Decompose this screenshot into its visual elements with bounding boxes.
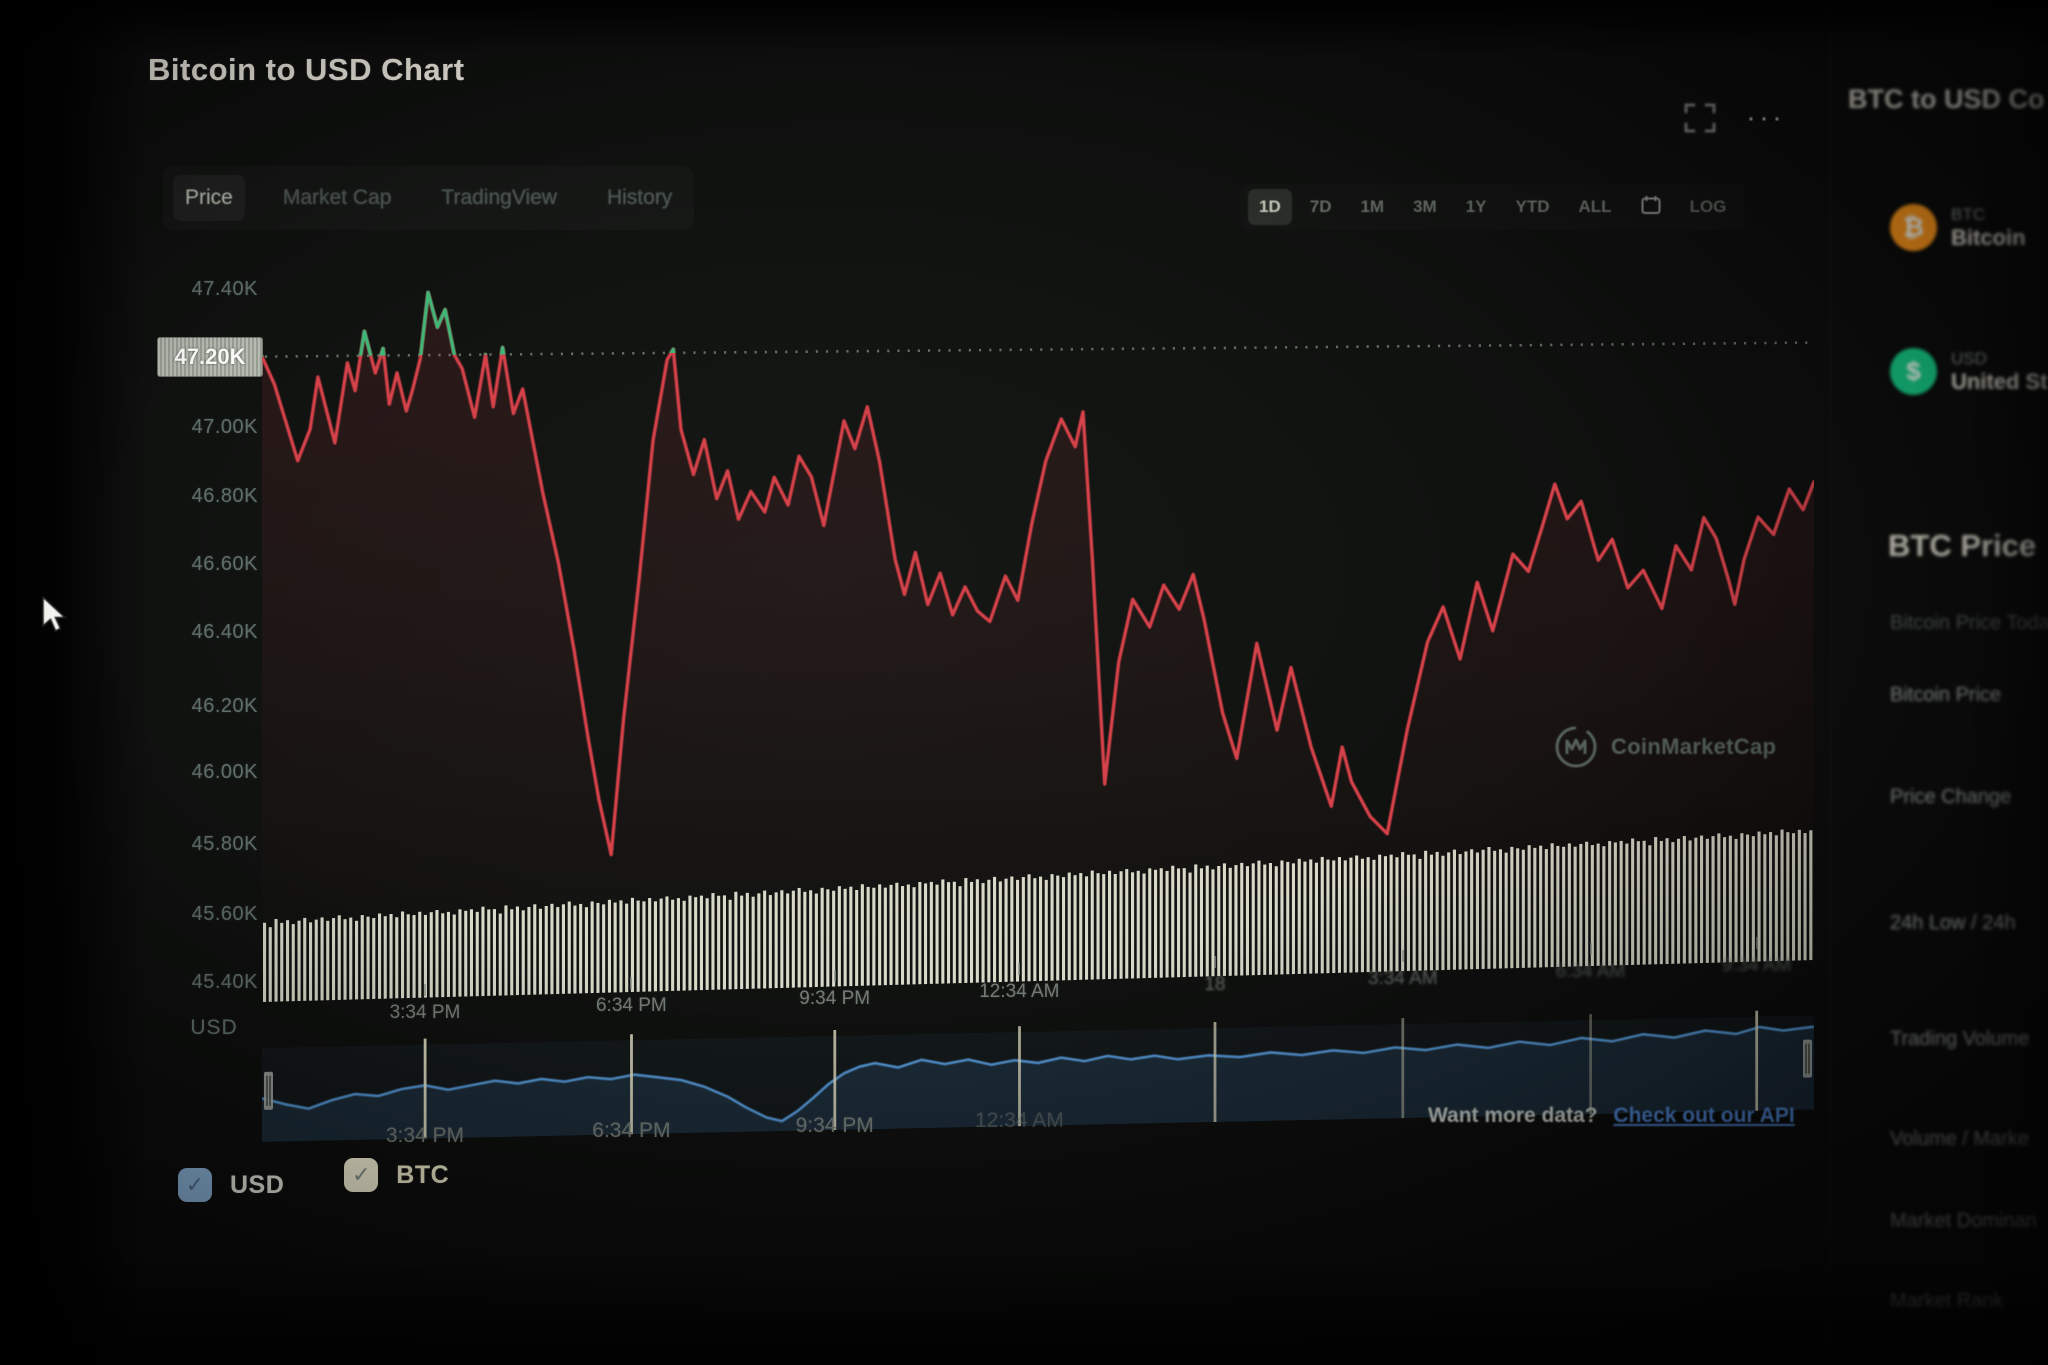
tab-price[interactable]: Price [173, 175, 245, 221]
legend-checkbox-btc[interactable]: ✓ [344, 1158, 379, 1192]
more-options-icon[interactable]: ··· [1746, 101, 1785, 134]
stat-row-bitcoin-price: Bitcoin Price [1890, 684, 2002, 706]
x-tickmark [630, 976, 633, 989]
current-price-label: 47.20K [174, 344, 246, 369]
usd-coin-icon: $ [1890, 348, 1937, 395]
coin-name: Bitcoin [1951, 224, 2026, 250]
coin-symbol: USD [1951, 348, 1987, 368]
mouse-cursor [42, 596, 68, 633]
brush-x-tick-1234AM: 12:34 AM [975, 1109, 1064, 1133]
watermark-text: CoinMarketCap [1611, 734, 1777, 759]
range-7d[interactable]: 7D [1309, 197, 1332, 216]
y-tick-47.40K: 47.40K [191, 278, 258, 300]
brush-handle-right[interactable] [1803, 1039, 1812, 1078]
brush-x-tick-634PM: 6:34 PM [592, 1118, 671, 1142]
x-tick-18: 18 [1204, 974, 1226, 996]
x-tick-334PM: 3:34 PM [389, 1002, 461, 1024]
range-1d[interactable]: 1D [1248, 189, 1292, 225]
y-tick-45.40K: 45.40K [191, 971, 258, 993]
tab-market-cap[interactable]: Market Cap [282, 186, 392, 209]
page-title: Bitcoin to USD Chart [148, 52, 465, 87]
y-tick-46.00K: 46.00K [191, 761, 258, 783]
tab-tradingview[interactable]: TradingView [441, 186, 557, 209]
y-tick-45.60K: 45.60K [191, 903, 258, 925]
range-3m[interactable]: 3M [1413, 197, 1437, 216]
x-tick-934AM: 9:34 AM [1721, 955, 1792, 977]
coinmarketcap-watermark: CoinMarketCap [1553, 724, 1776, 770]
tab-history[interactable]: History [606, 186, 673, 209]
legend-checkbox-usd[interactable]: ✓ [178, 1168, 212, 1202]
range-1y[interactable]: 1Y [1465, 197, 1487, 216]
legend-item-usd[interactable]: ✓ USD [178, 1168, 284, 1202]
coinmarketcap-logo-icon [1555, 726, 1597, 768]
converter-coin-btc[interactable]: ₿ BTC Bitcoin [1890, 204, 2026, 251]
stat-row-volume-marke: Volume / Marke [1890, 1128, 2029, 1150]
stat-row-price-change: Price Change [1890, 786, 2012, 808]
x-tick-634PM: 6:34 PM [595, 994, 667, 1016]
chart-header-actions: ··· [1682, 100, 1785, 136]
fullscreen-icon[interactable] [1682, 100, 1718, 136]
legend-label: BTC [396, 1160, 450, 1189]
stat-row-bitcoin-price-toda: Bitcoin Price Toda [1890, 612, 2048, 634]
coin-name: United St [1951, 368, 2048, 394]
y-tick-46.20K: 46.20K [191, 695, 258, 717]
x-tickmark [1018, 963, 1021, 976]
coin-symbol: BTC [1951, 204, 1985, 224]
brush-x-tick-934PM: 9:34 PM [795, 1113, 874, 1137]
range-log[interactable]: LOG [1689, 197, 1727, 216]
range-all[interactable]: ALL [1578, 197, 1612, 216]
y-tick-47.00K: 47.00K [191, 416, 258, 438]
x-tick-1234AM: 12:34 AM [979, 981, 1060, 1003]
x-tick-634AM: 6:34 AM [1555, 960, 1626, 982]
api-prompt: Want more data? Check out our API [1428, 1104, 1795, 1128]
calendar-icon[interactable] [1630, 187, 1672, 228]
current-price-badge: 47.20K [157, 337, 263, 377]
btc-coin-icon: ₿ [1890, 204, 1937, 251]
y-tick-45.80K: 45.80K [191, 833, 258, 855]
sidebar-title: BTC to USD Co [1848, 84, 2045, 114]
range-ytd[interactable]: YTD [1515, 197, 1550, 216]
brush-handle-left[interactable] [264, 1071, 273, 1110]
x-tick-934PM: 9:34 PM [799, 987, 871, 1009]
range-1m[interactable]: 1M [1360, 197, 1385, 216]
x-tickmark [1401, 949, 1404, 962]
series-legend: ✓ USD ✓ BTC [178, 1158, 449, 1202]
api-link[interactable]: Check out our API [1613, 1104, 1795, 1127]
stat-row-market-rank: Market Rank [1890, 1290, 2004, 1312]
range-selector: 1D 7D 1M 3M 1Y YTD ALL LOG [1240, 184, 1745, 230]
chart-tabs: Price Market Cap TradingView History [163, 166, 694, 230]
y-tick-46.40K: 46.40K [191, 621, 258, 643]
x-tickmark [1589, 942, 1592, 955]
x-tickmark [1213, 956, 1216, 969]
legend-item-btc[interactable]: ✓ BTC [344, 1158, 449, 1192]
brush-x-tick-334PM: 3:34 PM [385, 1124, 465, 1147]
stat-row-trading-volume: Trading Volume [1890, 1028, 2030, 1050]
y-tick-46.80K: 46.80K [191, 485, 258, 507]
x-tickmark [423, 984, 426, 997]
api-prompt-text: Want more data? [1428, 1104, 1598, 1127]
x-tickmark [833, 969, 836, 982]
stat-row-market-dominan: Market Dominan [1890, 1210, 2037, 1232]
x-tick-334AM: 3:34 AM [1367, 967, 1438, 989]
x-tickmark [1755, 937, 1758, 950]
stat-row-24h-low-24h: 24h Low / 24h [1890, 912, 2016, 934]
sidebar: BTC to USD Co ₿ BTC Bitcoin $ USD United St B… [1830, 0, 2048, 1365]
price-statistics-title: BTC Price [1888, 528, 2037, 563]
converter-coin-usd[interactable]: $ USD United St [1890, 348, 2048, 395]
y-tick-46.60K: 46.60K [191, 553, 258, 575]
y-axis-unit: USD [190, 1016, 238, 1039]
legend-label: USD [230, 1170, 285, 1199]
